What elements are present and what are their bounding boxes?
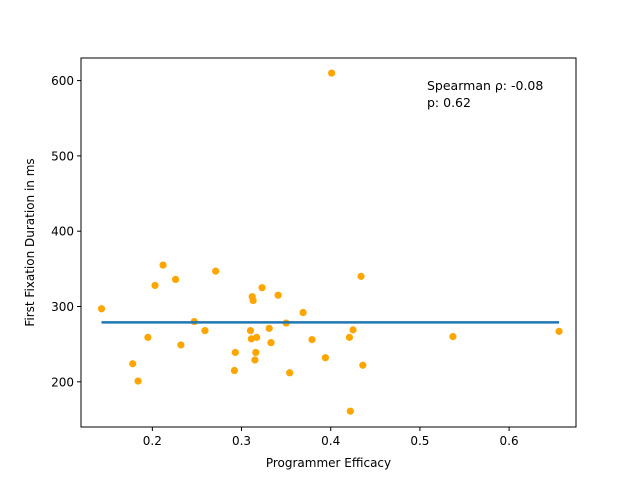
x-tick-label: 0.4 [321, 434, 340, 448]
data-point [252, 348, 260, 357]
axes-frame [80, 57, 577, 428]
data-point [449, 333, 457, 341]
x-tick-label: 0.6 [500, 434, 519, 448]
y-tick-label: 400 [51, 225, 74, 239]
y-tick-label: 200 [51, 375, 74, 389]
data-point [253, 333, 261, 341]
plot-area [97, 69, 563, 415]
data-point [345, 333, 354, 341]
data-point [246, 327, 255, 335]
data-point [151, 281, 159, 290]
data-point [328, 69, 336, 77]
data-point [274, 291, 282, 299]
data-point [212, 267, 220, 275]
data-point [251, 356, 259, 364]
data-point [159, 261, 167, 269]
data-point [357, 272, 365, 280]
y-tick-label: 300 [51, 300, 74, 314]
data-point [299, 308, 307, 317]
data-point [249, 296, 257, 305]
data-point [286, 369, 294, 377]
y-axis-label: First Fixation Duration in ms [23, 158, 37, 326]
x-tick-label: 0.3 [232, 434, 251, 448]
y-tick-label: 600 [51, 74, 74, 88]
data-point [555, 327, 563, 335]
data-point [144, 333, 152, 341]
y-tick-label: 500 [51, 149, 74, 163]
data-point [171, 275, 180, 283]
data-point [265, 324, 273, 332]
axis-ticks: 0.2 0.3 0.4 0.5 0.6 200 300 400 500 600 [51, 74, 519, 448]
data-point [346, 407, 354, 415]
data-point [129, 360, 137, 368]
data-point [308, 336, 316, 344]
x-tick-label: 0.5 [410, 434, 429, 448]
data-point [230, 366, 239, 375]
spearman-annotation: Spearman ρ: -0.08 [427, 78, 543, 93]
x-tick-label: 0.2 [143, 434, 162, 448]
x-axis-label: Programmer Efficacy [266, 456, 391, 470]
data-point [359, 361, 367, 369]
data-point [201, 327, 209, 335]
data-point [349, 326, 357, 334]
data-point [267, 339, 275, 347]
data-point [97, 305, 106, 313]
data-point [321, 354, 329, 362]
data-point [258, 284, 266, 292]
data-point [177, 341, 185, 349]
data-point [231, 348, 239, 357]
data-point [134, 377, 142, 385]
p-value-annotation: p: 0.62 [427, 95, 471, 110]
